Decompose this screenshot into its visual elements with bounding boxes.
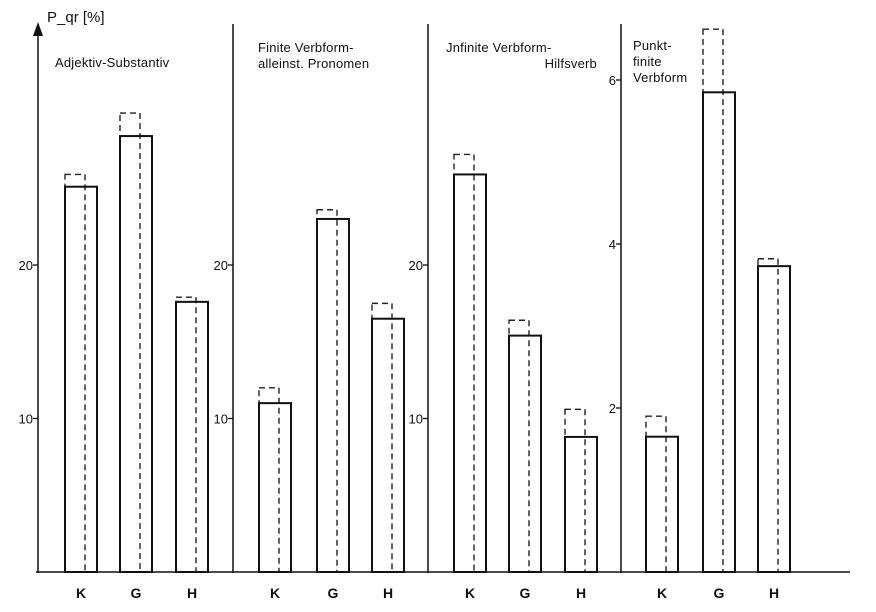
panel-1-title-line-1: Adjektiv-Substantiv	[55, 55, 170, 70]
panel-4-tick-label-4: 4	[609, 237, 616, 252]
panel-3-tick-label-20: 20	[409, 258, 423, 273]
panel-4-title-line-1: Punkt-	[633, 38, 672, 53]
axes-layer	[33, 22, 850, 573]
panel-3-bar-K-dashed	[453, 153, 475, 573]
y-axis-label: P_qr [%]	[47, 9, 105, 26]
panel-1-category-K: K	[76, 585, 86, 601]
panel-2-bar-K-solid	[258, 402, 292, 573]
panel-4-bar-H-dashed	[757, 258, 779, 573]
panel-3-bar-K-solid	[453, 173, 487, 573]
panel-1-tick-label-10: 10	[19, 412, 33, 427]
panel-3-bar-H-dashed	[564, 408, 586, 573]
panel-2-bar-K-dashed	[258, 387, 280, 573]
panel-1-tick-label-20: 20	[19, 258, 33, 273]
panel-3-bar-H-solid	[564, 435, 598, 574]
panel-4-title-line-3: Verbform	[633, 70, 687, 85]
panel-3-title-line-2: Hilfsverb	[545, 56, 597, 71]
panel-2-bar-G-dashed	[316, 209, 338, 573]
panel-4-category-H: H	[769, 585, 779, 601]
panel-3-category-K: K	[465, 585, 475, 601]
panel-4-bar-H-solid	[757, 265, 791, 573]
panel-4-category-G: G	[714, 585, 725, 601]
panel-2-tick-label-20: 20	[214, 258, 228, 273]
panel-1-bar-G-solid	[119, 135, 153, 573]
panel-1-bar-G-dashed	[119, 112, 141, 573]
panel-1-category-H: H	[187, 585, 197, 601]
panel-1-bar-K-solid	[64, 185, 98, 573]
panel-3-category-G: G	[520, 585, 531, 601]
panel-4-bar-K-dashed	[645, 415, 667, 573]
panel-3-tick-label-10: 10	[409, 412, 423, 427]
panel-3-bar-G-dashed	[508, 319, 530, 573]
y-axis-arrow-icon	[33, 22, 43, 36]
panel-3-title-line-1: Jnfinite Verbform-	[446, 40, 551, 55]
panel-2-title-line-2: alleinst. Pronomen	[258, 56, 369, 71]
panel-1-category-G: G	[131, 585, 142, 601]
panel-4-bar-G-dashed	[702, 28, 724, 573]
panel-4-tick-label-6: 6	[609, 73, 616, 88]
panel-2-category-H: H	[383, 585, 393, 601]
panel-4-bar-G-solid	[702, 91, 736, 574]
panel-4-tick-label-2: 2	[609, 401, 616, 416]
panel-3-category-H: H	[576, 585, 586, 601]
panel-2-category-G: G	[328, 585, 339, 601]
panel-3-bar-G-solid	[508, 334, 542, 573]
panel-4-bar-K-solid	[645, 435, 679, 574]
panel-1-bar-H-solid	[175, 300, 209, 573]
panel-2-category-K: K	[270, 585, 280, 601]
panel-4-category-K: K	[657, 585, 667, 601]
panel-2-title-line-1: Finite Verbform-	[258, 40, 354, 55]
bars-layer	[64, 28, 791, 574]
panel-2-bar-G-solid	[316, 217, 350, 573]
text-layer: P_qr [%] 10 20 Adjektiv-Substantiv K G H 10 20 Fi…	[19, 9, 780, 601]
panel-2-tick-label-10: 10	[214, 412, 228, 427]
panel-2-bar-H-solid	[371, 317, 405, 573]
panel-1-bar-K-dashed	[64, 173, 86, 573]
panel-1-bar-H-dashed	[175, 296, 197, 573]
panel-4-title-line-2: finite	[633, 54, 662, 69]
panel-2-bar-H-dashed	[371, 302, 393, 573]
